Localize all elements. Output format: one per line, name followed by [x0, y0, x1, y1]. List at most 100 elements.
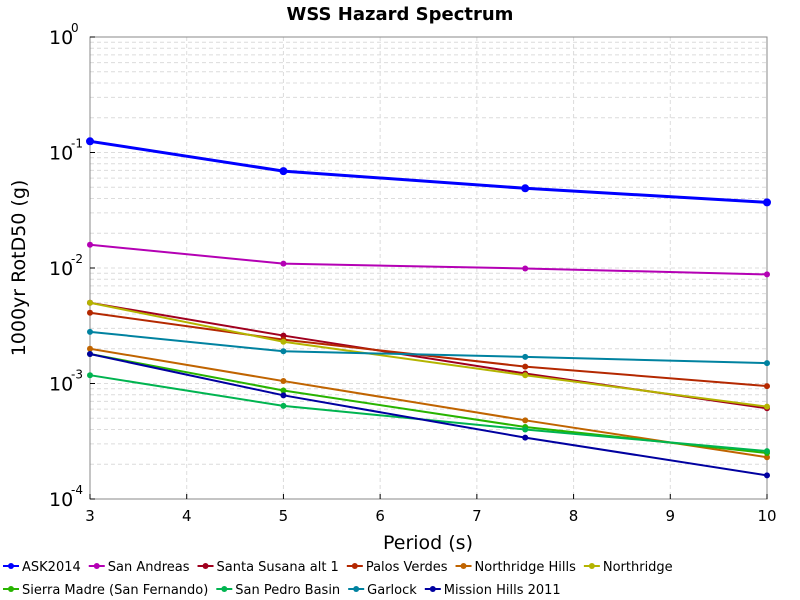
- x-tick-label: 10: [757, 507, 776, 525]
- data-point: [764, 271, 770, 278]
- x-tick-label: 9: [666, 507, 676, 525]
- data-point: [764, 448, 770, 455]
- legend-item: ASK2014: [3, 560, 81, 575]
- data-point: [280, 402, 287, 409]
- chart-title: WSS Hazard Spectrum: [287, 4, 514, 25]
- data-point: [87, 345, 93, 352]
- series-palos-verdes: [87, 309, 770, 390]
- x-tick-label: 4: [182, 507, 192, 525]
- data-point: [87, 328, 93, 335]
- series-line: [89, 139, 768, 204]
- series-line: [89, 347, 768, 459]
- data-point: [522, 265, 529, 272]
- legend-swatch-marker: [588, 563, 595, 569]
- data-point: [764, 472, 770, 479]
- series-northridge: [87, 299, 770, 410]
- legend-swatch-marker: [93, 563, 100, 569]
- data-point: [280, 387, 287, 394]
- series-san-andreas: [87, 241, 770, 278]
- legend-label: Northridge: [603, 560, 673, 575]
- y-tick-exponent: -4: [71, 483, 83, 497]
- x-tick-label: 5: [279, 507, 289, 525]
- data-point: [763, 198, 771, 207]
- y-tick-base: 10: [49, 489, 73, 511]
- data-point: [280, 260, 287, 267]
- y-tick-base: 10: [49, 143, 73, 165]
- data-point: [87, 241, 93, 248]
- data-point: [521, 184, 530, 193]
- series-mission-hills-2011: [87, 351, 770, 479]
- y-tick-exponent: -2: [71, 252, 83, 266]
- series-line: [89, 374, 768, 453]
- y-tick-base: 10: [49, 258, 73, 280]
- legend-swatch-marker: [8, 586, 14, 592]
- data-point: [764, 360, 770, 367]
- series-sierra-madre-san-fernando: [87, 351, 770, 457]
- legend-label: Santa Susana alt 1: [217, 560, 339, 575]
- legend: ASK2014 San Andreas Santa Susana alt 1 Palo…: [3, 560, 673, 598]
- legend-item: San Andreas: [88, 560, 190, 575]
- y-tick-exponent: -1: [71, 137, 83, 151]
- y-axis-label: 1000yr RotD50 (g): [8, 180, 30, 357]
- legend-label: Palos Verdes: [366, 560, 448, 575]
- data-point: [280, 338, 287, 345]
- series-line: [89, 353, 768, 455]
- data-point: [764, 403, 770, 410]
- x-axis-label: Period (s): [383, 532, 473, 554]
- y-tick-base: 10: [49, 27, 73, 49]
- legend-label: Northridge Hills: [475, 560, 577, 575]
- data-point: [280, 392, 287, 399]
- x-tick-label: 7: [472, 507, 482, 525]
- legend-swatch-marker: [8, 563, 14, 569]
- data-point: [522, 417, 529, 424]
- y-tick-base: 10: [49, 374, 73, 396]
- legend-item: Mission Hills 2011: [424, 583, 561, 598]
- legend-swatch-marker: [429, 586, 436, 592]
- data-point: [87, 372, 93, 379]
- data-point: [87, 309, 93, 316]
- data-point: [764, 383, 770, 390]
- data-point: [280, 348, 287, 355]
- x-tick-label: 3: [85, 507, 95, 525]
- x-tick-label: 8: [569, 507, 579, 525]
- legend-swatch-marker: [460, 563, 467, 569]
- legend-item: Palos Verdes: [346, 560, 448, 575]
- series-line: [89, 330, 768, 365]
- legend-swatch-marker: [351, 563, 358, 569]
- series-ask2014: [86, 137, 771, 207]
- series-line: [89, 353, 768, 477]
- data-point: [279, 167, 288, 176]
- data-point: [522, 434, 529, 441]
- data-point: [522, 426, 529, 433]
- legend-item: Northridge: [583, 560, 673, 575]
- legend-label: Mission Hills 2011: [444, 583, 561, 598]
- legend-label: Garlock: [367, 583, 417, 598]
- series-garlock: [87, 328, 770, 367]
- data-point: [764, 454, 770, 461]
- legend-label: San Pedro Basin: [235, 583, 340, 598]
- legend-swatch-marker: [221, 586, 228, 592]
- series-san-pedro-basin: [87, 372, 770, 455]
- data-point: [522, 363, 529, 370]
- legend-label: ASK2014: [22, 560, 81, 575]
- data-point: [86, 137, 94, 146]
- x-axis: 3 4 5 6 7 8 9 10: [85, 494, 777, 525]
- legend-item: Santa Susana alt 1: [197, 560, 339, 575]
- legend-label: Sierra Madre (San Fernando): [22, 583, 208, 598]
- data-point: [522, 353, 529, 360]
- legend-item: Sierra Madre (San Fernando): [3, 583, 208, 598]
- data-point: [280, 378, 287, 385]
- legend-swatch-marker: [353, 586, 360, 592]
- y-tick-exponent: 0: [71, 21, 79, 35]
- legend-label: San Andreas: [108, 560, 190, 575]
- data-point: [87, 351, 93, 358]
- data-point: [522, 372, 529, 379]
- data-point: [87, 299, 93, 306]
- series-layer: [86, 137, 771, 479]
- series-northridge-hills: [87, 345, 770, 461]
- series-line: [89, 301, 768, 408]
- series-line: [89, 243, 768, 276]
- y-tick-exponent: -3: [71, 368, 83, 382]
